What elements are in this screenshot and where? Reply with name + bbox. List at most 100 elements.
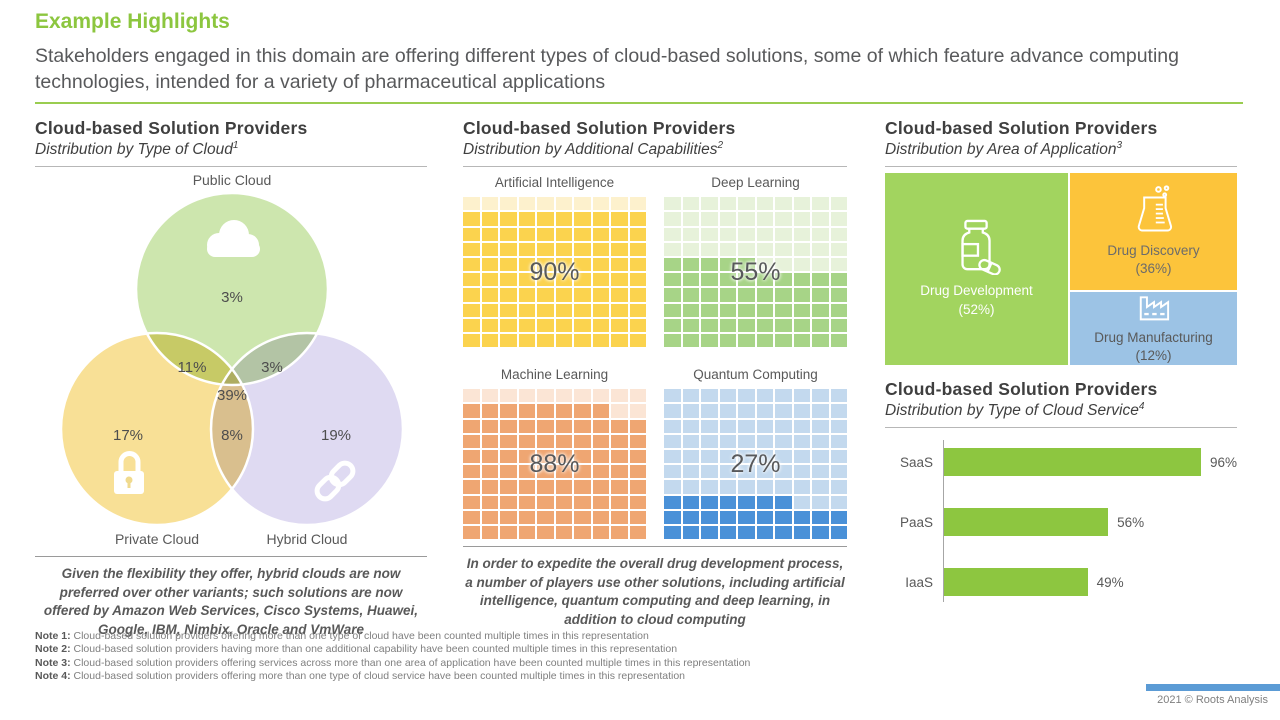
waffle-cell — [592, 465, 609, 479]
waffle-cell — [738, 404, 755, 418]
waffle-cell — [775, 242, 792, 256]
waffle-cell — [812, 333, 829, 348]
waffle-cell — [592, 419, 609, 433]
waffle-cell — [719, 212, 736, 226]
waffle-cell — [738, 510, 755, 524]
waffle-cell — [592, 510, 609, 524]
waffle-cell — [830, 419, 847, 433]
waffle-cell — [664, 525, 681, 540]
waffle-cell — [592, 434, 609, 448]
waffle-cell — [830, 257, 847, 272]
waffle-cell — [537, 273, 554, 287]
waffle-cell — [518, 227, 535, 241]
waffle-cell — [574, 197, 591, 211]
waffle-cell — [555, 242, 572, 256]
waffle-cell — [463, 227, 480, 241]
waffle-cell — [664, 197, 681, 211]
waffle-cell — [682, 257, 699, 272]
waffle-quantum-computing: Quantum Computing 27% — [664, 367, 847, 540]
waffle-cell — [738, 227, 755, 241]
waffle-cell — [518, 212, 535, 226]
waffle-cell — [756, 197, 773, 211]
waffle-cell — [537, 419, 554, 433]
waffle-cell — [500, 495, 517, 509]
waffle-cell — [537, 449, 554, 464]
waffle-cell — [611, 404, 628, 418]
waffle-cell — [664, 242, 681, 256]
waffle-cell — [611, 318, 628, 332]
bar-chart-cloud-service: SaaS PaaS IaaS 96% 56% 49% — [885, 440, 1237, 603]
waffle-cell — [701, 449, 718, 464]
waffle-cell — [481, 510, 498, 524]
waffle-cell — [555, 318, 572, 332]
waffle-cell — [664, 318, 681, 332]
waffle-cell — [664, 480, 681, 494]
treemap-drug-manufacturing: Drug Manufacturing (12%) — [1070, 291, 1237, 366]
waffle-cell — [812, 242, 829, 256]
waffle-cell — [463, 257, 480, 272]
waffle-cell — [611, 525, 628, 540]
waffle-cell — [518, 419, 535, 433]
waffle-cell — [738, 212, 755, 226]
waffle-cell — [775, 465, 792, 479]
waffle-cell — [664, 227, 681, 241]
waffle-cell — [775, 434, 792, 448]
waffle-cell — [812, 197, 829, 211]
waffle-cell — [518, 525, 535, 540]
waffle-cell — [518, 257, 535, 272]
waffle-cell — [701, 212, 718, 226]
waffle-cell — [793, 288, 810, 302]
waffle-cell — [756, 257, 773, 272]
waffle-cell — [812, 389, 829, 403]
waffle-cell — [555, 333, 572, 348]
waffle-cell — [500, 419, 517, 433]
waffle-cell — [537, 480, 554, 494]
waffle-cell — [719, 303, 736, 317]
waffle-cell — [830, 212, 847, 226]
waffle-cell — [555, 495, 572, 509]
waffle-cell — [518, 318, 535, 332]
waffle-cell — [812, 212, 829, 226]
waffle-cell — [629, 288, 646, 302]
waffle-cell — [701, 303, 718, 317]
waffle-cell — [812, 273, 829, 287]
waffle-cell — [830, 333, 847, 348]
waffle-cell — [592, 197, 609, 211]
waffle-cell — [537, 257, 554, 272]
bar-category: SaaS — [899, 454, 933, 470]
waffle-cell — [756, 449, 773, 464]
treemap-label: Drug Development — [920, 283, 1033, 299]
waffle-cell — [793, 212, 810, 226]
waffle-cell — [719, 197, 736, 211]
waffle-cell — [500, 303, 517, 317]
waffle-cell — [756, 288, 773, 302]
waffle-cell — [701, 197, 718, 211]
waffle-cell — [592, 212, 609, 226]
waffle-cell — [719, 525, 736, 540]
waffle-cell — [682, 434, 699, 448]
waffle-cell — [611, 303, 628, 317]
waffle-cell — [701, 389, 718, 403]
waffle-cell — [756, 212, 773, 226]
waffle-row-1: Artificial Intelligence 90% Deep Learnin… — [463, 175, 847, 348]
waffle-cell — [830, 510, 847, 524]
waffle-cell — [719, 257, 736, 272]
waffle-cell — [611, 449, 628, 464]
waffle-cell — [574, 449, 591, 464]
waffle-cell — [611, 288, 628, 302]
waffle-cell — [793, 404, 810, 418]
footnotes: Note 1: Cloud-based solution providers o… — [35, 630, 750, 684]
waffle-cell — [611, 333, 628, 348]
waffle-cell — [756, 525, 773, 540]
copyright: 2021 © Roots Analysis — [1157, 694, 1268, 706]
waffle-cell — [812, 288, 829, 302]
waffle-cell — [592, 318, 609, 332]
waffle-cell — [738, 257, 755, 272]
bar-row: 56% — [944, 508, 1237, 537]
waffle-cell — [574, 525, 591, 540]
waffle-cell — [481, 389, 498, 403]
waffle-cell — [592, 480, 609, 494]
waffle-cell — [738, 318, 755, 332]
panel1-title: Cloud-based Solution Providers — [35, 118, 308, 138]
waffle-cell — [664, 434, 681, 448]
